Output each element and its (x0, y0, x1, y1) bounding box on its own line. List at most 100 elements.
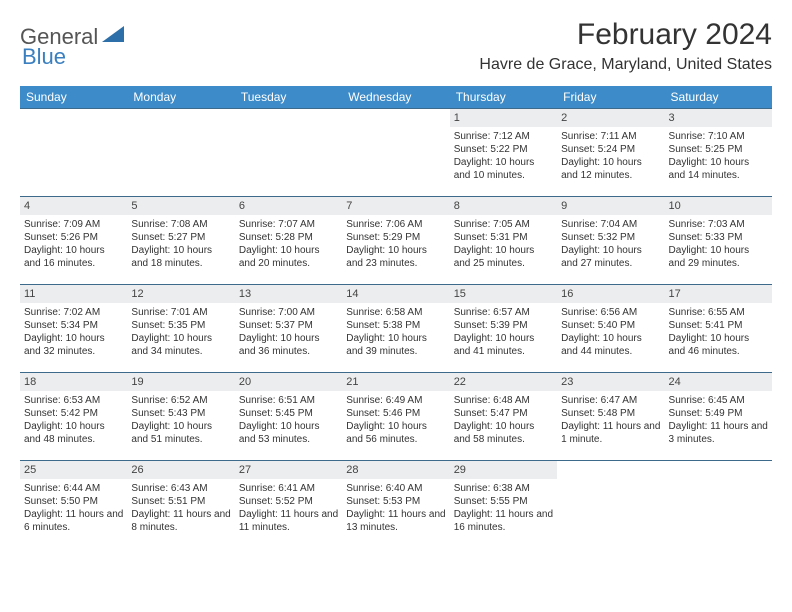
calendar-body: 1Sunrise: 7:12 AMSunset: 5:22 PMDaylight… (20, 109, 772, 549)
sunrise-text: Sunrise: 7:06 AM (346, 218, 445, 231)
sunset-text: Sunset: 5:24 PM (561, 143, 660, 156)
day-info: Sunrise: 7:09 AMSunset: 5:26 PMDaylight:… (24, 218, 123, 270)
day-number: 18 (20, 373, 127, 391)
sunset-text: Sunset: 5:38 PM (346, 319, 445, 332)
sunrise-text: Sunrise: 7:07 AM (239, 218, 338, 231)
sunset-text: Sunset: 5:32 PM (561, 231, 660, 244)
day-info: Sunrise: 7:11 AMSunset: 5:24 PMDaylight:… (561, 130, 660, 182)
calendar-week-row: 4Sunrise: 7:09 AMSunset: 5:26 PMDaylight… (20, 197, 772, 285)
daylight-text: Daylight: 11 hours and 11 minutes. (239, 508, 338, 534)
day-info: Sunrise: 7:03 AMSunset: 5:33 PMDaylight:… (669, 218, 768, 270)
calendar-day-cell: 25Sunrise: 6:44 AMSunset: 5:50 PMDayligh… (20, 461, 127, 549)
daylight-text: Daylight: 11 hours and 13 minutes. (346, 508, 445, 534)
sunrise-text: Sunrise: 7:04 AM (561, 218, 660, 231)
sunrise-text: Sunrise: 6:45 AM (669, 394, 768, 407)
dow-sunday: Sunday (20, 86, 127, 109)
daylight-text: Daylight: 10 hours and 25 minutes. (454, 244, 553, 270)
day-info: Sunrise: 6:44 AMSunset: 5:50 PMDaylight:… (24, 482, 123, 534)
calendar-day-cell: 5Sunrise: 7:08 AMSunset: 5:27 PMDaylight… (127, 197, 234, 285)
sunrise-text: Sunrise: 7:08 AM (131, 218, 230, 231)
daylight-text: Daylight: 10 hours and 23 minutes. (346, 244, 445, 270)
dow-friday: Friday (557, 86, 664, 109)
sunrise-text: Sunrise: 7:03 AM (669, 218, 768, 231)
sunrise-text: Sunrise: 6:41 AM (239, 482, 338, 495)
calendar-day-cell: 28Sunrise: 6:40 AMSunset: 5:53 PMDayligh… (342, 461, 449, 549)
daylight-text: Daylight: 10 hours and 34 minutes. (131, 332, 230, 358)
sunset-text: Sunset: 5:49 PM (669, 407, 768, 420)
day-number: 24 (665, 373, 772, 391)
day-number: 11 (20, 285, 127, 303)
sunset-text: Sunset: 5:52 PM (239, 495, 338, 508)
calendar-day-cell: 14Sunrise: 6:58 AMSunset: 5:38 PMDayligh… (342, 285, 449, 373)
day-info: Sunrise: 7:07 AMSunset: 5:28 PMDaylight:… (239, 218, 338, 270)
calendar-day-cell: 13Sunrise: 7:00 AMSunset: 5:37 PMDayligh… (235, 285, 342, 373)
sunset-text: Sunset: 5:37 PM (239, 319, 338, 332)
day-number: 19 (127, 373, 234, 391)
calendar-day-cell: 3 Sunrise: 7:10 AMSunset: 5:25 PMDaylight… (665, 109, 772, 197)
day-info: Sunrise: 7:05 AMSunset: 5:31 PMDaylight:… (454, 218, 553, 270)
location: Havre de Grace, Maryland, United States (479, 56, 772, 74)
calendar-day-cell: 23Sunrise: 6:47 AMSunset: 5:48 PMDayligh… (557, 373, 664, 461)
sunset-text: Sunset: 5:31 PM (454, 231, 553, 244)
sunset-text: Sunset: 5:50 PM (24, 495, 123, 508)
day-info: Sunrise: 6:52 AMSunset: 5:43 PMDaylight:… (131, 394, 230, 446)
calendar-day-cell (557, 461, 664, 549)
sunset-text: Sunset: 5:42 PM (24, 407, 123, 420)
sunset-text: Sunset: 5:40 PM (561, 319, 660, 332)
day-number: 5 (127, 197, 234, 215)
day-number: 27 (235, 461, 342, 479)
sunset-text: Sunset: 5:35 PM (131, 319, 230, 332)
daylight-text: Daylight: 10 hours and 20 minutes. (239, 244, 338, 270)
daylight-text: Daylight: 10 hours and 14 minutes. (669, 156, 768, 182)
calendar-day-cell (665, 461, 772, 549)
sunrise-text: Sunrise: 6:48 AM (454, 394, 553, 407)
sunset-text: Sunset: 5:29 PM (346, 231, 445, 244)
sunrise-text: Sunrise: 6:38 AM (454, 482, 553, 495)
logo-text-blue: Blue (22, 44, 66, 70)
sunrise-text: Sunrise: 6:49 AM (346, 394, 445, 407)
day-info: Sunrise: 6:49 AMSunset: 5:46 PMDaylight:… (346, 394, 445, 446)
daylight-text: Daylight: 11 hours and 6 minutes. (24, 508, 123, 534)
calendar-day-cell: 4Sunrise: 7:09 AMSunset: 5:26 PMDaylight… (20, 197, 127, 285)
calendar-day-cell: 9Sunrise: 7:04 AMSunset: 5:32 PMDaylight… (557, 197, 664, 285)
sunrise-text: Sunrise: 7:09 AM (24, 218, 123, 231)
sunrise-text: Sunrise: 7:10 AM (669, 130, 768, 143)
sunrise-text: Sunrise: 7:02 AM (24, 306, 123, 319)
sunrise-text: Sunrise: 6:57 AM (454, 306, 553, 319)
sunrise-text: Sunrise: 6:52 AM (131, 394, 230, 407)
day-number: 29 (450, 461, 557, 479)
calendar-day-cell: 1Sunrise: 7:12 AMSunset: 5:22 PMDaylight… (450, 109, 557, 197)
day-number: 1 (450, 109, 557, 127)
sunset-text: Sunset: 5:25 PM (669, 143, 768, 156)
sunset-text: Sunset: 5:55 PM (454, 495, 553, 508)
day-number: 23 (557, 373, 664, 391)
daylight-text: Daylight: 10 hours and 41 minutes. (454, 332, 553, 358)
daylight-text: Daylight: 10 hours and 27 minutes. (561, 244, 660, 270)
sunrise-text: Sunrise: 6:40 AM (346, 482, 445, 495)
sunset-text: Sunset: 5:51 PM (131, 495, 230, 508)
sunset-text: Sunset: 5:26 PM (24, 231, 123, 244)
calendar-day-cell: 27 Sunrise: 6:41 AMSunset: 5:52 PMDayligh… (235, 461, 342, 549)
day-number: 3 (665, 109, 772, 127)
sunset-text: Sunset: 5:34 PM (24, 319, 123, 332)
daylight-text: Daylight: 10 hours and 16 minutes. (24, 244, 123, 270)
sunset-text: Sunset: 5:46 PM (346, 407, 445, 420)
sunrise-text: Sunrise: 6:51 AM (239, 394, 338, 407)
calendar-day-cell: 2Sunrise: 7:11 AMSunset: 5:24 PMDaylight… (557, 109, 664, 197)
dow-wednesday: Wednesday (342, 86, 449, 109)
sunset-text: Sunset: 5:43 PM (131, 407, 230, 420)
daylight-text: Daylight: 10 hours and 44 minutes. (561, 332, 660, 358)
calendar-day-cell (235, 109, 342, 197)
calendar-day-cell (342, 109, 449, 197)
day-info: Sunrise: 7:00 AMSunset: 5:37 PMDaylight:… (239, 306, 338, 358)
day-info: Sunrise: 6:45 AMSunset: 5:49 PMDaylight:… (669, 394, 768, 446)
calendar-day-cell: 10Sunrise: 7:03 AMSunset: 5:33 PMDayligh… (665, 197, 772, 285)
day-number: 26 (127, 461, 234, 479)
daylight-text: Daylight: 10 hours and 10 minutes. (454, 156, 553, 182)
daylight-text: Daylight: 10 hours and 56 minutes. (346, 420, 445, 446)
month-title: February 2024 (479, 18, 772, 52)
calendar-week-row: 18 Sunrise: 6:53 AMSunset: 5:42 PMDayligh… (20, 373, 772, 461)
day-info: Sunrise: 6:43 AMSunset: 5:51 PMDaylight:… (131, 482, 230, 534)
day-info: Sunrise: 6:53 AMSunset: 5:42 PMDaylight:… (24, 394, 123, 446)
day-info: Sunrise: 6:58 AMSunset: 5:38 PMDaylight:… (346, 306, 445, 358)
